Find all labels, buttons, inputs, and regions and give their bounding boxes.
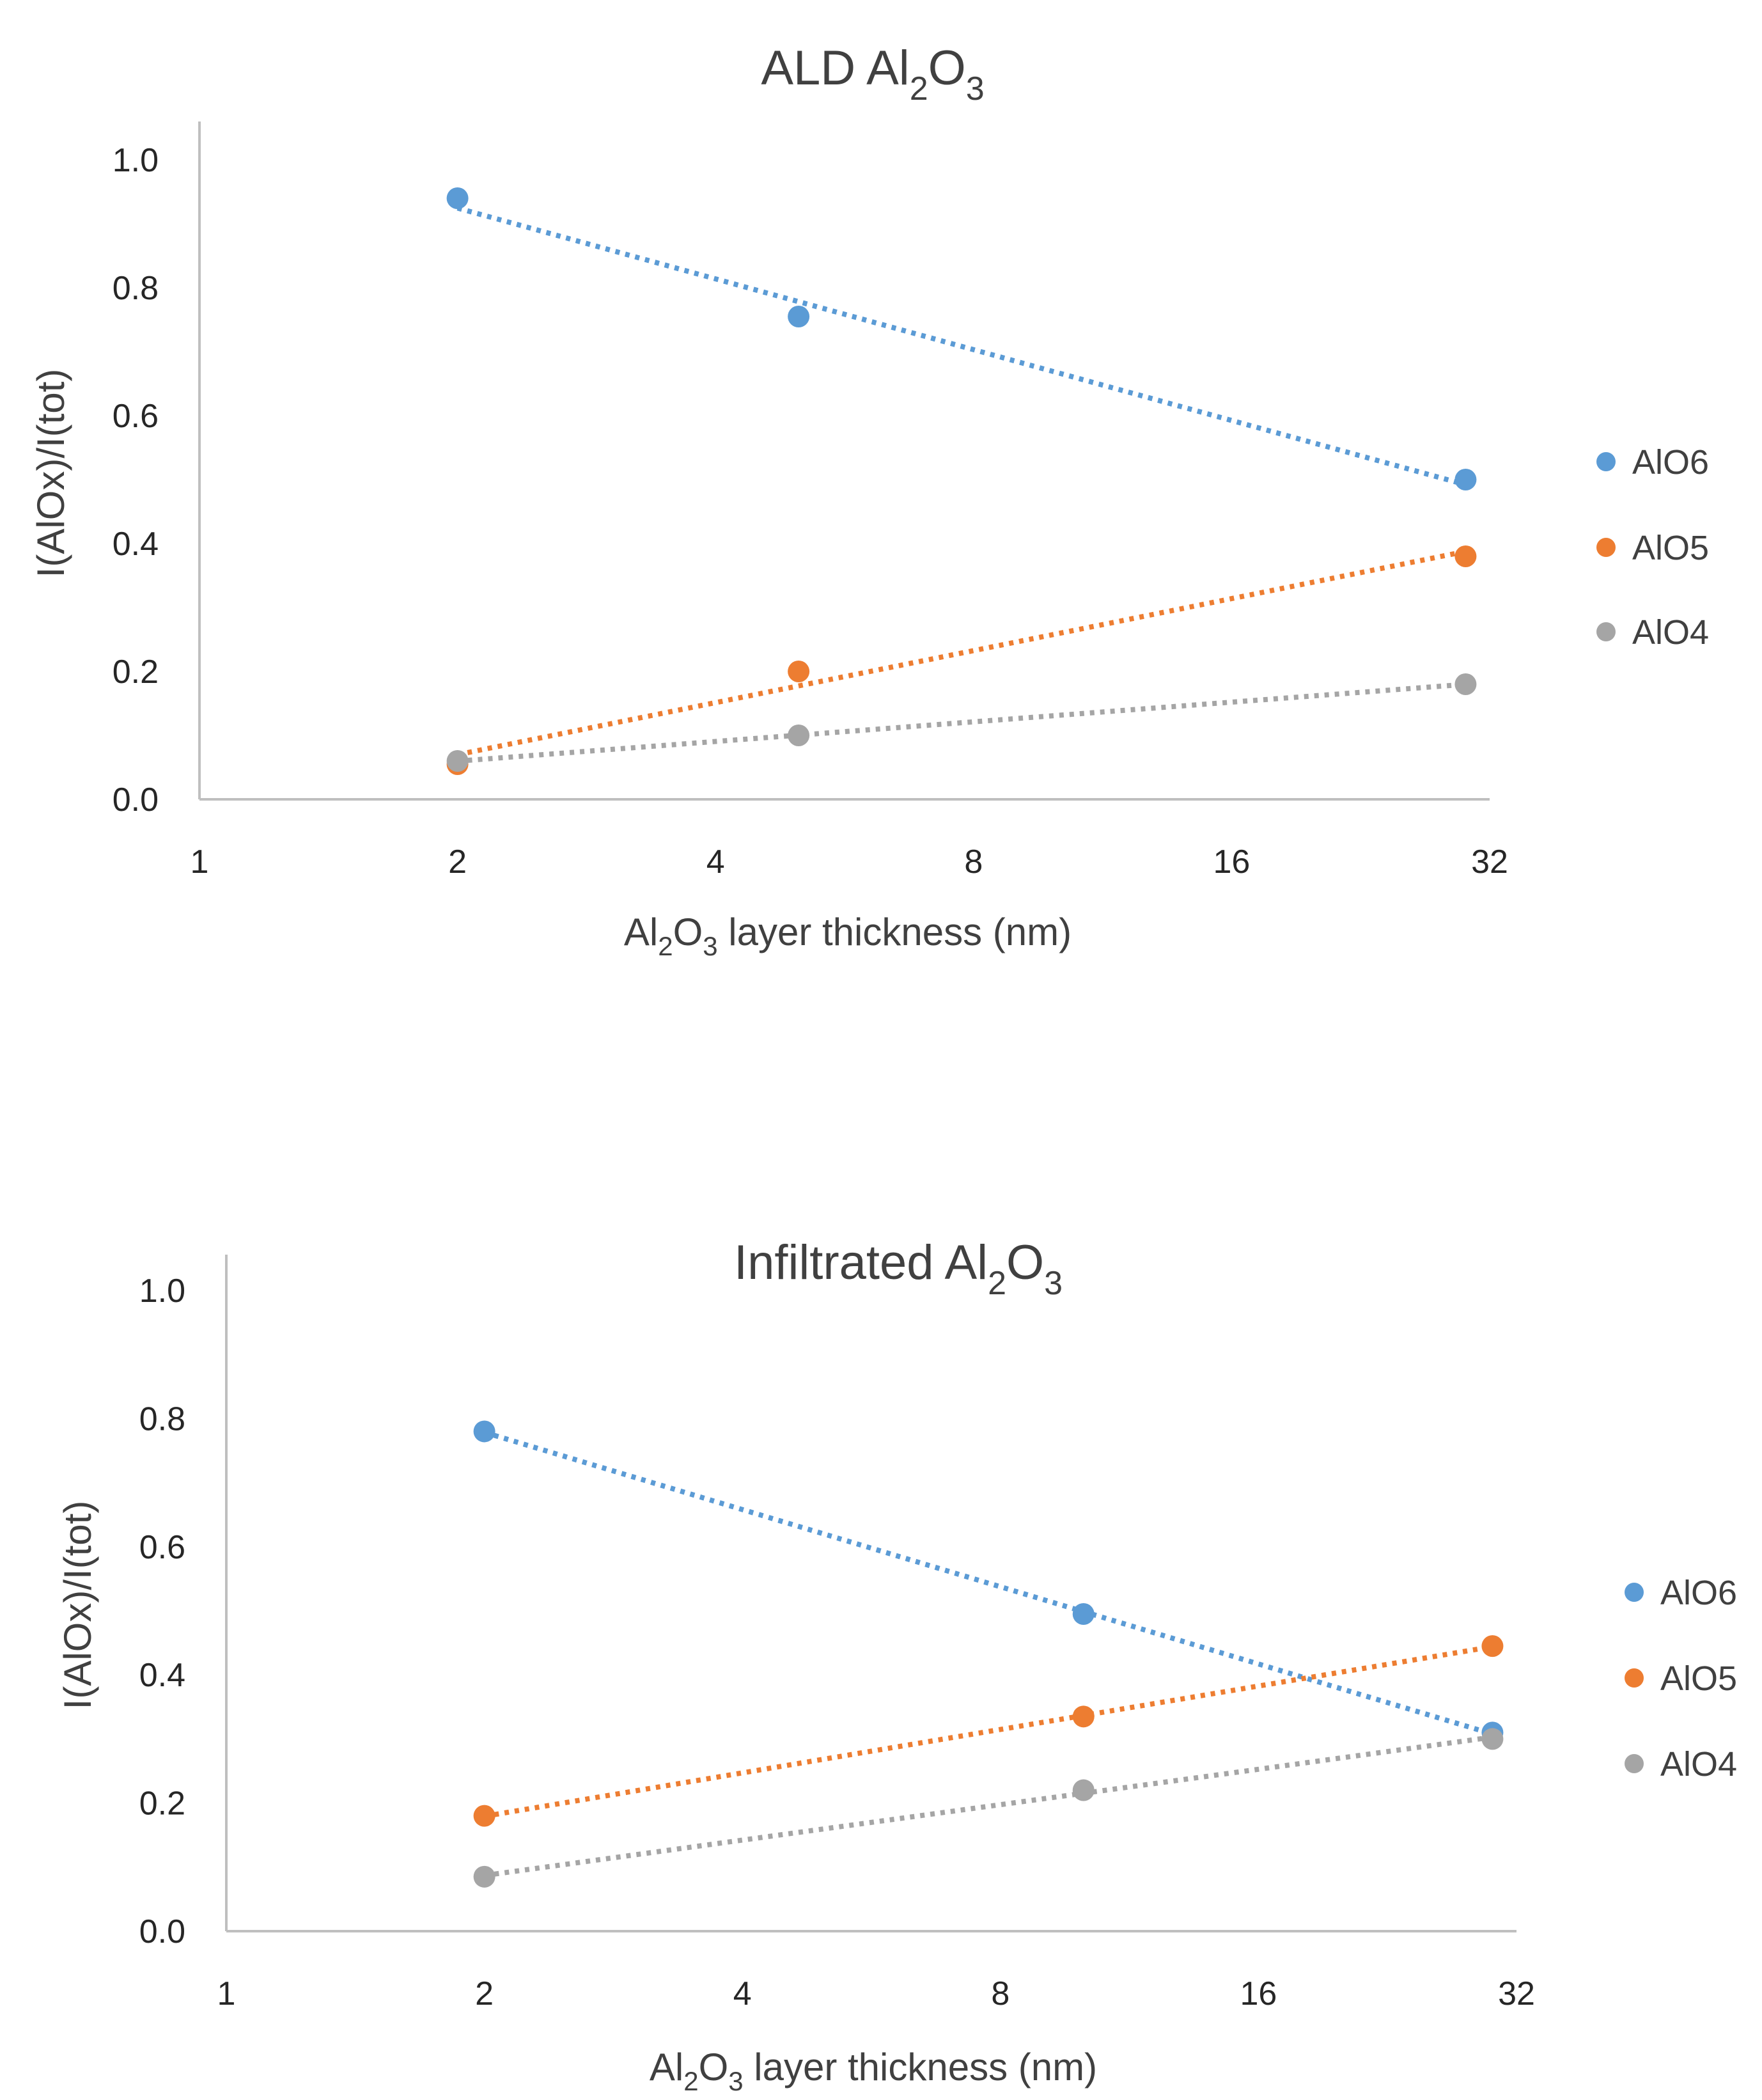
legend-label: AlO6 — [1660, 1574, 1737, 1612]
legend-marker — [1625, 1583, 1644, 1602]
legend-marker — [1596, 452, 1616, 471]
data-point-alo6 — [1454, 469, 1477, 490]
legend-label: AlO5 — [1660, 1659, 1737, 1698]
data-point-alo5 — [788, 661, 810, 682]
chart-title: Infiltrated Al2O3 — [734, 1235, 1063, 1302]
legend-label: AlO6 — [1632, 443, 1709, 482]
trendline-alo5 — [483, 1644, 1493, 1819]
legend-marker — [1625, 1754, 1644, 1773]
y-tick-label: 0.6 — [139, 1529, 185, 1566]
data-point-alo4 — [1481, 1728, 1504, 1750]
x-tick-label: 2 — [475, 1975, 494, 2012]
x-tick-label: 32 — [1471, 843, 1508, 881]
legend-item-aio6: AlO6 — [1596, 443, 1709, 482]
legend-item-aio4: AlO4 — [1596, 613, 1709, 652]
legend-label: AlO4 — [1632, 613, 1709, 652]
legend-marker — [1625, 1668, 1644, 1688]
data-point-alo5 — [1454, 545, 1477, 567]
data-point-alo4 — [1072, 1779, 1095, 1801]
x-tick-label: 2 — [448, 843, 467, 881]
trendline-alo6 — [456, 205, 1467, 487]
x-tick-label: 1 — [217, 1975, 236, 2012]
x-tick-labels: 1 2 4 8 16 32 — [217, 1975, 1535, 2012]
data-point-alo6 — [473, 1420, 495, 1443]
trendline-alo5 — [456, 549, 1467, 757]
legend-item-aio6: AlO6 — [1625, 1574, 1737, 1612]
legend-item-aio5: AlO5 — [1625, 1659, 1737, 1698]
chart-title: ALD Al2O3 — [761, 41, 984, 107]
y-tick-label: 0.0 — [139, 1913, 185, 1950]
plot-area — [446, 187, 1477, 775]
trendline-alo4 — [484, 1734, 1493, 1878]
data-point-alo6 — [446, 187, 469, 209]
x-tick-label: 16 — [1213, 843, 1250, 881]
y-tick-label: 0.8 — [113, 270, 159, 307]
data-point-alo4 — [473, 1865, 495, 1888]
x-tick-label: 8 — [991, 1975, 1010, 2012]
y-tick-labels: 0.0 0.2 0.4 0.6 0.8 1.0 — [113, 142, 159, 819]
trendline-alo6 — [483, 1430, 1493, 1737]
data-point-alo4 — [1454, 673, 1477, 695]
y-tick-label: 0.2 — [113, 654, 159, 691]
y-tick-labels: 0.0 0.2 0.4 0.6 0.8 1.0 — [139, 1273, 185, 1950]
data-point-alo4 — [788, 725, 810, 746]
y-tick-label: 0.8 — [139, 1400, 185, 1438]
legend-label: AlO4 — [1660, 1745, 1737, 1783]
x-tick-label: 4 — [733, 1975, 752, 2012]
legend-marker — [1596, 622, 1616, 641]
legend: AlO6 AlO5 AlO4 — [1625, 1574, 1737, 1783]
y-tick-label: 1.0 — [139, 1273, 185, 1310]
x-tick-label: 4 — [706, 843, 725, 881]
data-point-alo6 — [1072, 1603, 1095, 1626]
x-tick-label: 1 — [191, 843, 209, 881]
legend: AlO6 AlO5 AlO4 — [1596, 443, 1709, 652]
chart-ald: ALD Al2O3 0.0 0.2 0.4 0.6 0.8 1.0 1 2 4 8 16 32 I(… — [29, 41, 1709, 961]
x-axis-label: Al2O3 layer thickness (nm) — [624, 911, 1072, 961]
data-point-alo6 — [788, 306, 810, 327]
x-tick-label: 32 — [1498, 1975, 1535, 2012]
x-axis-label: Al2O3 layer thickness (nm) — [650, 2046, 1097, 2096]
y-tick-label: 0.0 — [113, 781, 159, 819]
y-tick-label: 0.4 — [113, 526, 159, 563]
y-tick-label: 0.4 — [139, 1657, 185, 1694]
data-point-alo5 — [1481, 1635, 1504, 1657]
legend-item-aio4: AlO4 — [1625, 1745, 1737, 1783]
x-tick-label: 8 — [964, 843, 983, 881]
x-tick-label: 16 — [1240, 1975, 1277, 2012]
x-tick-labels: 1 2 4 8 16 32 — [191, 843, 1508, 881]
legend-label: AlO5 — [1632, 529, 1709, 567]
legend-marker — [1596, 538, 1616, 557]
legend-item-aio5: AlO5 — [1596, 529, 1709, 567]
chart-infiltrated: Infiltrated Al2O3 0.0 0.2 0.4 0.6 0.8 1.0 1 2 4… — [56, 1235, 1737, 2096]
trendline-alo4 — [457, 682, 1466, 764]
y-tick-label: 0.2 — [139, 1785, 185, 1822]
y-axis-label: I(AlOx)/I(tot) — [56, 1501, 99, 1710]
y-axis-label: I(AlOx)/I(tot) — [29, 369, 72, 578]
data-point-alo5 — [473, 1805, 495, 1827]
plot-area — [473, 1420, 1504, 1888]
y-tick-label: 1.0 — [113, 142, 159, 179]
y-tick-label: 0.6 — [113, 398, 159, 435]
data-point-alo4 — [446, 750, 469, 772]
data-point-alo5 — [1072, 1705, 1095, 1728]
